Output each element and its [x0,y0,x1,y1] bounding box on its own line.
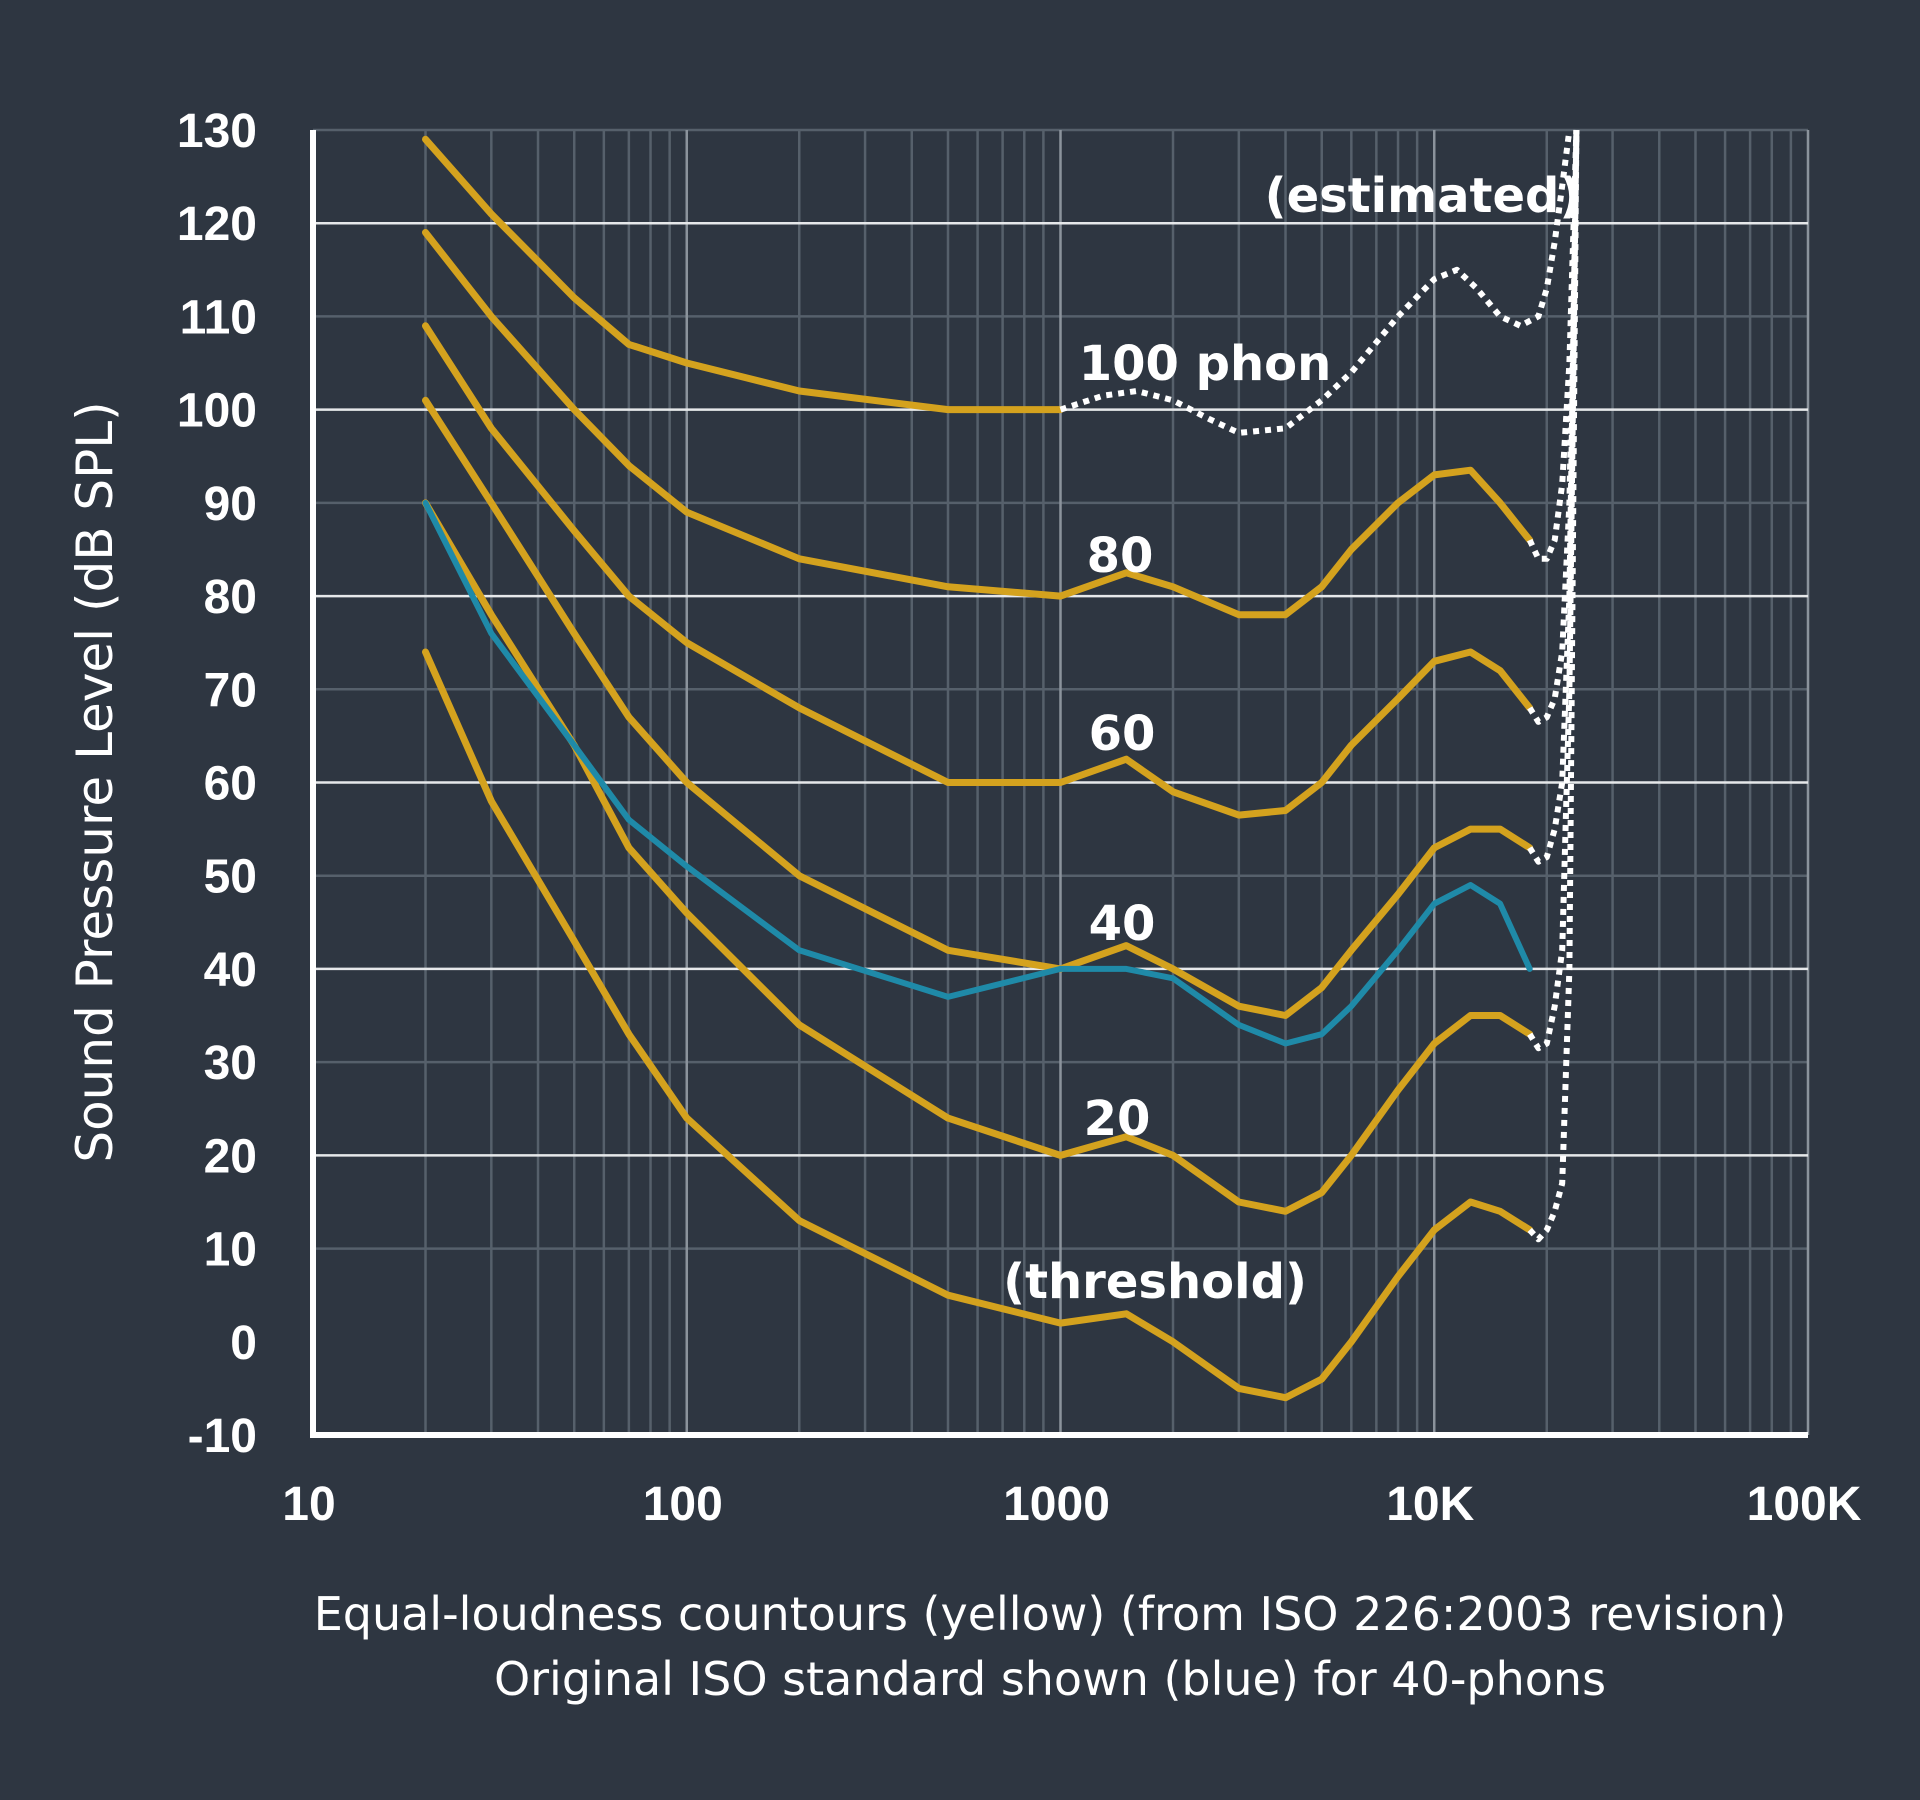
estimated-contour-10 [1527,129,1580,865]
curve-annotations: 100 phon 80 60 40 20 (threshold) (estimated) [1003,168,1581,1310]
estimated-contour-7 [1059,129,1573,436]
estimated-contour-11 [1527,129,1580,1052]
y-tick-label: 110 [180,291,257,344]
curve-label: 100 phon [1079,336,1332,392]
y-tick-label: 0 [230,1317,257,1370]
y-tick-label: 40 [204,944,257,997]
estimated-contour-8 [1526,129,1580,562]
y-tick-label: 10 [204,1224,257,1277]
tick-labels: -10 0 10 20 30 40 50 60 70 80 90 100 110 120 130 10 100 1… [177,105,1862,1531]
y-tick-label: 130 [177,105,257,158]
iso2003-contour-2 [422,396,1534,1019]
curve-label: (threshold) [1003,1254,1307,1310]
y-axis-label: Sound Pressure Level (dB SPL) [66,401,124,1162]
y-tick-label: 100 [177,385,257,438]
iso2003-contour-1 [422,499,1534,1215]
y-tick-label: 20 [204,1130,257,1183]
iso2003-contour-5 [422,135,1064,414]
y-tick-label: 70 [204,664,257,717]
y-tick-label: 50 [204,851,257,904]
original-40-phon-contour [422,499,1533,1047]
curve-label: 80 [1087,528,1154,584]
axes [310,130,1808,1438]
x-tick-label: 10K [1386,1478,1474,1531]
y-tick-label: 60 [204,758,257,811]
caption-line-2: Original ISO standard shown (blue) for 4… [494,1652,1606,1706]
curve-label: 60 [1089,706,1156,762]
curve-label: (estimated) [1265,168,1582,224]
estimated-contour-12 [1527,129,1580,1243]
y-tick-label: 80 [204,571,257,624]
iso2003-contour-0 [422,648,1534,1402]
series-layer [422,129,1580,1402]
y-tick-label: -10 [188,1410,257,1463]
iso2003-contour-4 [422,229,1534,619]
iso2003-contour-3 [422,322,1534,819]
y-tick-label: 90 [204,478,257,531]
x-tick-label: 100K [1747,1478,1862,1531]
x-tick-label: 100 [643,1478,723,1531]
x-tick-label: 10 [282,1478,335,1531]
caption-line-1: Equal-loudness countours (yellow) (from … [314,1587,1787,1641]
curve-label: 20 [1084,1091,1151,1147]
y-tick-label: 30 [204,1037,257,1090]
x-tick-label: 1000 [1003,1478,1110,1531]
curve-label: 40 [1089,896,1156,952]
y-tick-label: 120 [177,198,257,251]
